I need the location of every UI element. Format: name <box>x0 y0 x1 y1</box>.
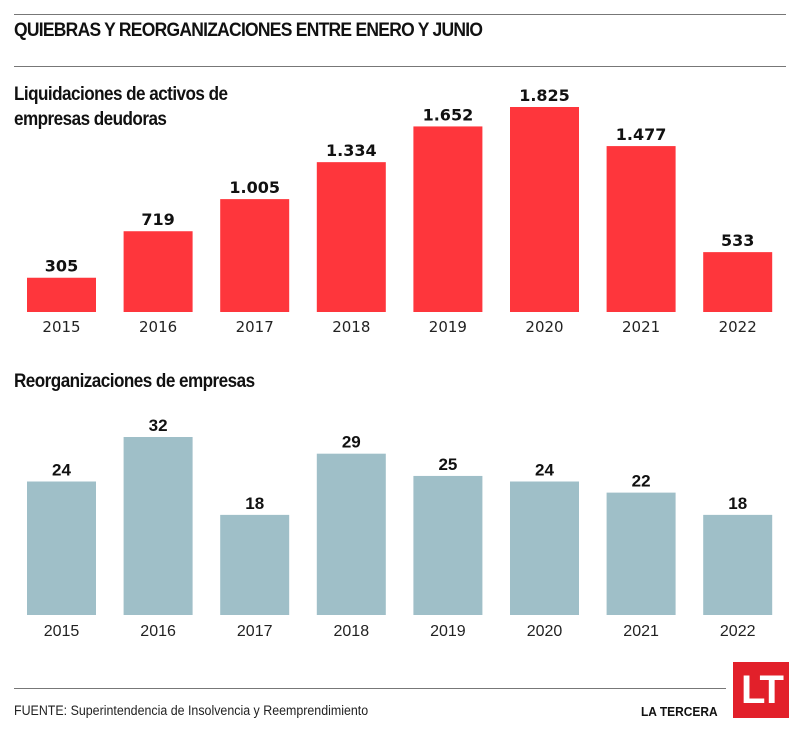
chart2-title-line-1: Reorganizaciones de empresas <box>14 371 255 392</box>
reorganizaciones-bar-2021 <box>606 492 676 615</box>
liquidaciones-tick-label-2020: 2020 <box>525 318 563 336</box>
chart1-title-line-2: empresas deudoras <box>14 109 167 130</box>
reorganizaciones-tick-label-2022: 2022 <box>720 623 756 640</box>
liquidaciones-value-label-2015: 305 <box>45 257 78 276</box>
liquidaciones-value-label-2021: 1.477 <box>616 125 667 144</box>
reorganizaciones-bar-2020 <box>510 481 579 615</box>
reorganizaciones-value-label-2020: 24 <box>535 461 554 480</box>
reorganizaciones-tick-label-2016: 2016 <box>140 623 176 640</box>
chart1-title-line-1: Liquidaciones de activos de <box>14 84 228 105</box>
reorganizaciones-value-label-2017: 18 <box>245 494 264 513</box>
liquidaciones-value-label-2020: 1.825 <box>519 86 570 105</box>
reorganizaciones-value-label-2022: 18 <box>728 494 747 513</box>
reorganizaciones-value-label-2018: 29 <box>342 433 361 452</box>
liquidaciones-tick-label-2022: 2022 <box>719 318 757 336</box>
reorganizaciones-tick-label-2015: 2015 <box>44 623 80 640</box>
brand-name: LA TERCERA <box>641 704 718 719</box>
reorganizaciones-tick-label-2018: 2018 <box>334 623 370 640</box>
liquidaciones-tick-label-2015: 2015 <box>42 318 80 336</box>
chart2-title: Reorganizaciones de empresas <box>14 369 255 394</box>
liquidaciones-tick-label-2017: 2017 <box>236 318 274 336</box>
liquidaciones-value-label-2016: 719 <box>141 210 174 229</box>
page-title: QUIEBRAS Y REORGANIZACIONES ENTRE ENERO … <box>14 20 483 41</box>
reorganizaciones-bar-2018 <box>316 453 386 615</box>
reorganizaciones-bar-2019 <box>413 475 483 615</box>
reorganizaciones-tick-label-2017: 2017 <box>237 623 273 640</box>
title-rule <box>14 66 786 67</box>
chart1-title: Liquidaciones de activos de empresas deu… <box>14 82 228 132</box>
reorganizaciones-value-label-2016: 32 <box>149 416 168 435</box>
liquidaciones-tick-label-2019: 2019 <box>429 318 467 336</box>
reorganizaciones-bar-2016 <box>123 437 193 615</box>
reorganizaciones-tick-label-2020: 2020 <box>527 623 563 640</box>
liquidaciones-tick-label-2018: 2018 <box>332 318 370 336</box>
reorganizaciones-value-label-2019: 25 <box>438 455 457 474</box>
reorganizaciones-value-label-2021: 22 <box>632 472 651 491</box>
liquidaciones-bar-2017 <box>220 199 290 312</box>
liquidaciones-bar-2019 <box>413 126 483 312</box>
reorganizaciones-chart: 24 2015 32 2016 18 2017 29 2018 25 2019 24 2020 22 20… <box>27 416 773 640</box>
liquidaciones-bar-2022 <box>703 252 773 312</box>
liquidaciones-chart: 305 2015 719 2016 1.005 2017 1.334 2018 1.652 201… <box>27 86 773 336</box>
reorganizaciones-bar-2022 <box>703 514 773 615</box>
reorganizaciones-value-label-2015: 24 <box>52 461 71 480</box>
liquidaciones-value-label-2022: 533 <box>721 231 754 250</box>
footer-rule <box>14 688 726 689</box>
reorganizaciones-bar-2015 <box>27 481 96 615</box>
liquidaciones-tick-label-2021: 2021 <box>622 318 660 336</box>
liquidaciones-bar-2020 <box>510 107 579 312</box>
liquidaciones-value-label-2017: 1.005 <box>229 178 280 197</box>
top-rule <box>14 14 786 15</box>
liquidaciones-bar-2018 <box>316 162 386 312</box>
source-note: FUENTE: Superintendencia de Insolvencia … <box>14 703 369 718</box>
liquidaciones-bar-2021 <box>606 146 676 312</box>
reorganizaciones-tick-label-2019: 2019 <box>430 623 466 640</box>
liquidaciones-value-label-2019: 1.652 <box>423 105 474 124</box>
liquidaciones-bar-2015 <box>27 277 96 312</box>
reorganizaciones-bar-2017 <box>220 514 290 615</box>
liquidaciones-bar-2016 <box>123 231 193 312</box>
la-tercera-logo: LT <box>733 662 789 718</box>
liquidaciones-value-label-2018: 1.334 <box>326 141 377 160</box>
liquidaciones-tick-label-2016: 2016 <box>139 318 177 336</box>
reorganizaciones-tick-label-2021: 2021 <box>623 623 659 640</box>
